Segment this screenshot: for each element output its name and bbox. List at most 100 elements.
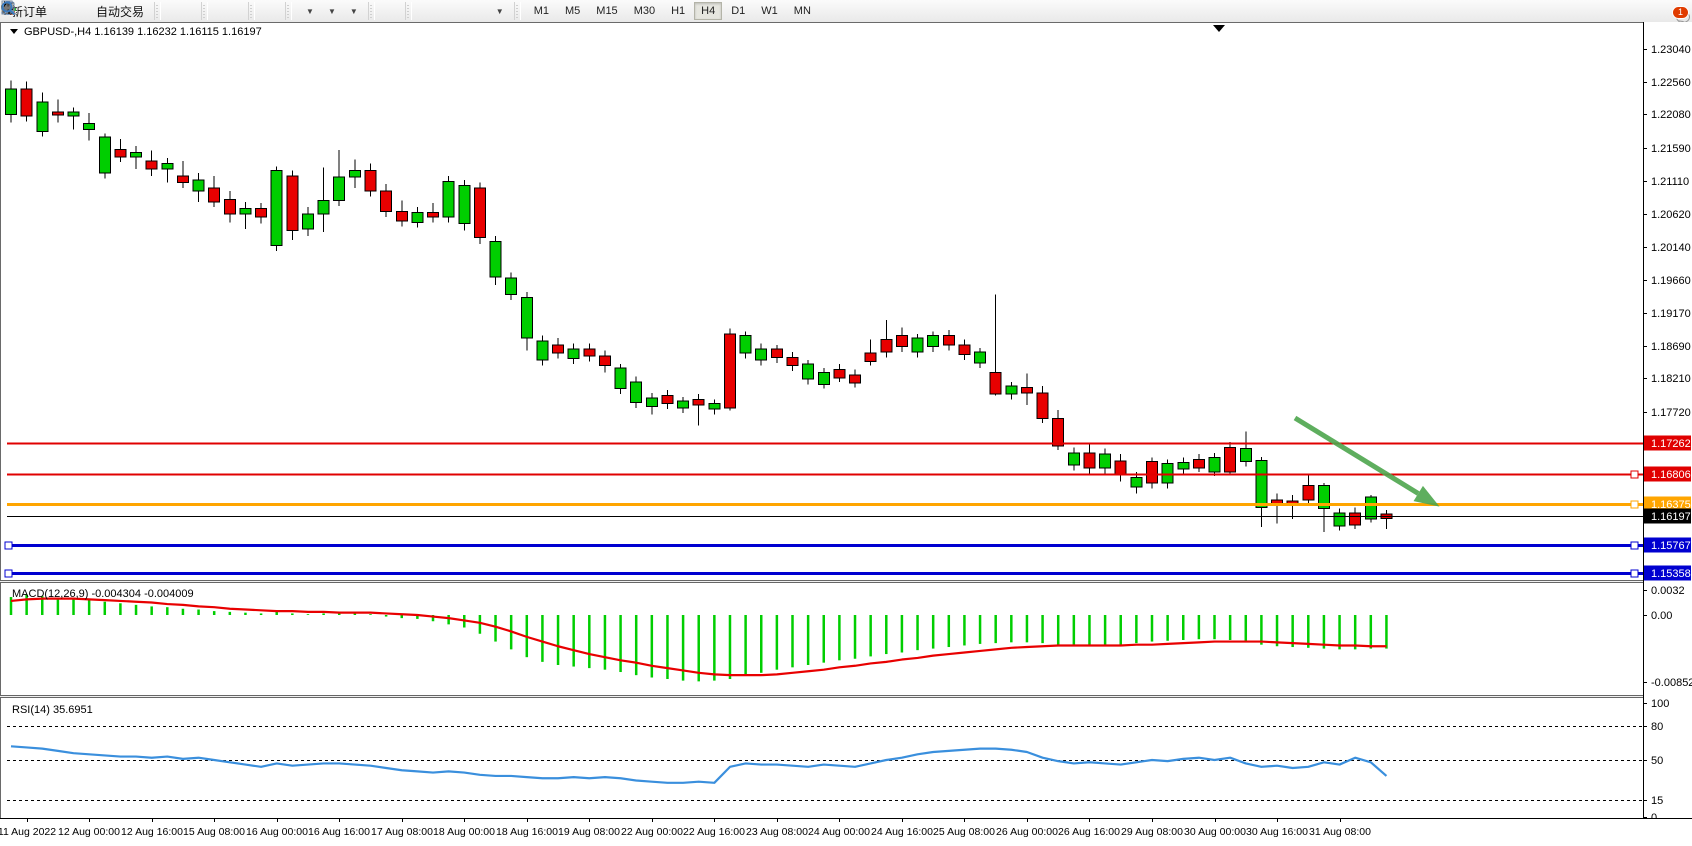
horizontal-line-object[interactable] [7, 500, 1643, 509]
signal-button[interactable] [1, 3, 88, 13]
candle [723, 333, 736, 409]
horizontal-line-object[interactable] [4, 541, 1643, 550]
timeframe-m15[interactable]: M15 [596, 5, 618, 17]
time-axis[interactable]: 11 Aug 2022 12 Aug 00:00 12 Aug 16:00 15 Au… [0, 818, 1692, 846]
notifications-button[interactable]: 1 [1672, 6, 1690, 26]
candlestick-chart-button[interactable] [2, 1, 186, 15]
candle [942, 334, 955, 346]
line-handle[interactable] [4, 569, 13, 578]
search-button[interactable] [1, 1, 1674, 16]
template-button[interactable]: ▼ [1, 2, 363, 18]
chart-window[interactable]: MACD(12,26,9) -0.004304 -0.004009 RSI(14)… [0, 22, 1692, 846]
candle [817, 371, 830, 386]
time-axis-label: 12 Aug 00:00 [58, 826, 120, 838]
price-axis[interactable]: 1.23040 1.22560 1.22080 1.21590 1.21110 1.206… [1643, 22, 1692, 824]
chart-window-button[interactable] [1, 1, 78, 14]
price-tick-label: 1.22080 [1651, 109, 1691, 121]
timeframe-m5[interactable]: M5 [565, 5, 581, 17]
price-line-label: 1.16197 [1644, 508, 1691, 524]
candle [130, 152, 143, 158]
price-tick-label: 1.23040 [1651, 44, 1691, 56]
line-chart-button[interactable] [1, 2, 196, 13]
crosshair-button[interactable] [2, 2, 400, 14]
timeframe-h4[interactable]: H4 [694, 2, 723, 20]
trendline-tool[interactable] [2, 2, 447, 14]
candle [333, 176, 346, 201]
candle [1302, 485, 1315, 501]
candle [1208, 457, 1221, 473]
time-axis-label: 26 Aug 00:00 [996, 826, 1058, 838]
time-axis-label: 19 Aug 08:00 [558, 826, 620, 838]
price-tick-label: 1.20140 [1651, 242, 1691, 254]
horizontal-line-object[interactable] [7, 470, 1643, 479]
zoom-out-button[interactable] [2, 2, 233, 15]
time-axis-label: 30 Aug 00:00 [1184, 826, 1246, 838]
timeframe-w1[interactable]: W1 [761, 5, 778, 17]
candle [1114, 460, 1127, 476]
candle [974, 351, 987, 364]
price-tick-label: 1.22560 [1651, 77, 1691, 89]
candle [1083, 452, 1096, 469]
arrows-tool[interactable]: ▼ [3, 3, 509, 18]
candle [1192, 459, 1205, 469]
horizontal-line-tool[interactable] [2, 7, 437, 13]
bar-chart-button[interactable] [2, 2, 176, 14]
cursor-button[interactable] [4, 1, 390, 15]
candle [552, 344, 565, 354]
candle [301, 213, 314, 230]
line-handle[interactable] [1630, 541, 1639, 550]
autotrading-label: 自动交易 [96, 4, 145, 19]
candle [536, 340, 549, 361]
equidistant-channel-tool[interactable]: E [1, 2, 457, 16]
chart-canvas[interactable]: MACD(12,26,9) -0.004304 -0.004009 RSI(14)… [0, 22, 1692, 846]
timeframe-m1[interactable]: M1 [533, 5, 549, 17]
tile-windows-button[interactable] [2, 2, 243, 14]
toolbar-separator [285, 2, 293, 20]
chevron-down-icon: ▼ [495, 6, 504, 16]
candle [927, 334, 940, 347]
price-tick-label: 1.18210 [1651, 373, 1691, 385]
candle [1364, 496, 1377, 520]
candle [567, 348, 580, 360]
price-tick-label: 1.21110 [1651, 176, 1689, 188]
period-button[interactable]: ▼ [1, 1, 341, 18]
new-chart-button[interactable]: ▼ [1, 0, 319, 18]
chart-info-toggle-icon[interactable] [10, 29, 18, 34]
fibonacci-tool[interactable]: F [2, 2, 467, 16]
trend-arrow[interactable] [1293, 415, 1440, 507]
line-handle[interactable] [4, 541, 13, 550]
candle [473, 187, 486, 238]
candle [989, 371, 1002, 395]
candle [1005, 385, 1018, 395]
chart-shift-button[interactable] [2, 2, 280, 14]
auto-scroll-button[interactable] [2, 2, 270, 14]
toolbar-separator [513, 2, 521, 20]
candle [958, 344, 971, 356]
time-axis-label: 25 Aug 08:00 [933, 826, 995, 838]
candle [192, 179, 205, 192]
chevron-down-icon: ▼ [306, 6, 314, 16]
candle [255, 208, 268, 218]
candle [176, 175, 189, 184]
timeframe-m30[interactable]: M30 [633, 5, 656, 17]
autotrading-button[interactable]: 自动交易 [1, 1, 149, 22]
toolbar-separator [404, 2, 412, 20]
timeframe-mn[interactable]: MN [793, 5, 811, 17]
line-handle[interactable] [1630, 500, 1639, 509]
brush-tool-button[interactable] [2, 2, 68, 14]
time-axis-label: 29 Aug 08:00 [1121, 826, 1183, 838]
timeframe-d1[interactable]: D1 [731, 5, 746, 17]
price-line-label: 1.16375 [1644, 496, 1691, 512]
candle [630, 381, 643, 403]
chart-shift-marker[interactable] [1213, 25, 1225, 32]
horizontal-line-object[interactable] [4, 569, 1643, 578]
candle [83, 122, 96, 130]
vertical-line-tool[interactable] [6, 2, 427, 14]
text-tool[interactable]: A [3, 1, 477, 15]
timeframe-h1[interactable]: H1 [671, 5, 686, 17]
line-handle[interactable] [1630, 569, 1639, 578]
text-label-tool[interactable]: T [1, 2, 487, 14]
line-handle[interactable] [1630, 470, 1639, 479]
price-tick-label: 1.17720 [1651, 407, 1691, 419]
zoom-in-button[interactable] [2, 2, 223, 15]
